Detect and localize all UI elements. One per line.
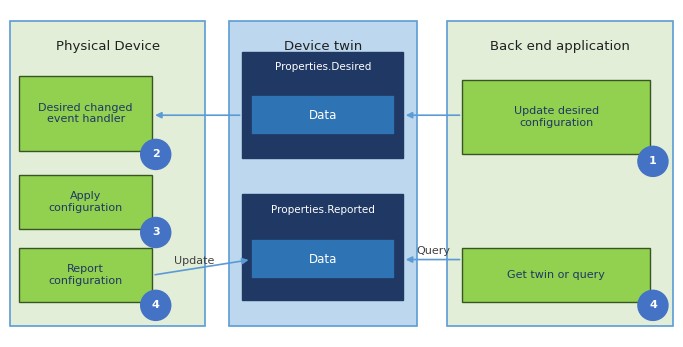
Bar bbox=[242, 194, 403, 300]
Bar bbox=[251, 95, 395, 135]
Text: Physical Device: Physical Device bbox=[55, 40, 160, 53]
Text: Desired changed
event handler: Desired changed event handler bbox=[38, 103, 133, 125]
Text: Get twin or query: Get twin or query bbox=[507, 270, 605, 280]
Text: Device twin: Device twin bbox=[283, 40, 362, 53]
Text: 3: 3 bbox=[152, 228, 160, 237]
Ellipse shape bbox=[638, 146, 668, 176]
Bar bbox=[229, 21, 417, 326]
Text: Properties.Reported: Properties.Reported bbox=[270, 205, 375, 215]
Ellipse shape bbox=[638, 290, 668, 320]
Text: 4: 4 bbox=[649, 301, 657, 310]
Ellipse shape bbox=[141, 290, 171, 320]
Text: 4: 4 bbox=[152, 301, 160, 310]
Bar bbox=[242, 52, 403, 158]
Text: Data: Data bbox=[309, 109, 337, 122]
Bar bbox=[462, 80, 650, 154]
Text: 1: 1 bbox=[649, 156, 657, 166]
Bar bbox=[251, 239, 395, 279]
Ellipse shape bbox=[141, 218, 171, 247]
Bar bbox=[19, 76, 152, 151]
Text: Properties.Desired: Properties.Desired bbox=[275, 62, 371, 73]
Bar bbox=[462, 248, 650, 302]
Ellipse shape bbox=[141, 139, 171, 169]
Text: Report
configuration: Report configuration bbox=[48, 264, 123, 286]
Bar bbox=[10, 21, 205, 326]
Text: Update: Update bbox=[174, 256, 215, 266]
Bar bbox=[447, 21, 673, 326]
Text: Update desired
configuration: Update desired configuration bbox=[514, 106, 599, 128]
Text: 2: 2 bbox=[152, 150, 160, 159]
Bar bbox=[19, 175, 152, 229]
Bar bbox=[19, 248, 152, 302]
Text: Data: Data bbox=[309, 253, 337, 266]
Text: Query: Query bbox=[417, 246, 451, 256]
Text: Apply
configuration: Apply configuration bbox=[48, 191, 123, 213]
Text: Back end application: Back end application bbox=[490, 40, 630, 53]
